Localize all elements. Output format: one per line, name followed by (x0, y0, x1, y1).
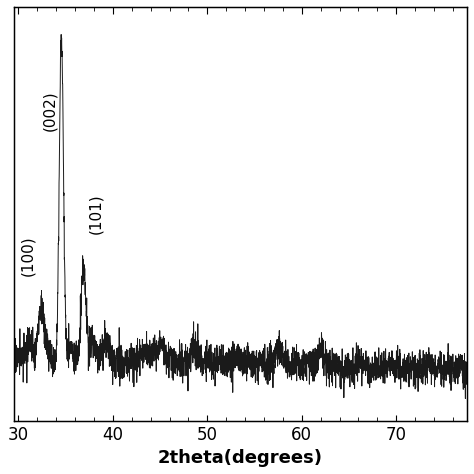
Text: (100): (100) (20, 235, 36, 276)
X-axis label: 2theta(degrees): 2theta(degrees) (158, 449, 323, 467)
Text: (002): (002) (42, 91, 57, 131)
Text: (101): (101) (88, 194, 103, 235)
